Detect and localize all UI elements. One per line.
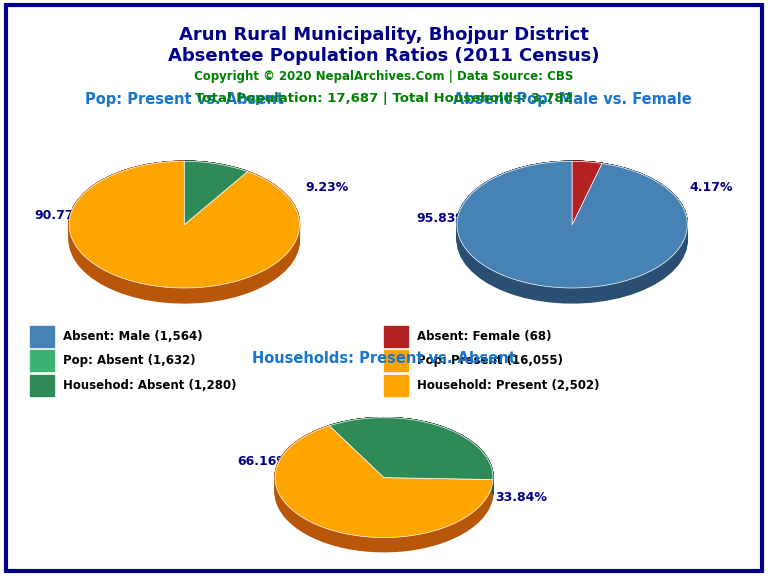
Polygon shape: [329, 418, 493, 490]
Polygon shape: [275, 426, 493, 543]
Polygon shape: [457, 161, 687, 291]
Text: 9.23%: 9.23%: [306, 181, 349, 194]
Polygon shape: [275, 426, 493, 546]
Polygon shape: [184, 161, 247, 173]
Polygon shape: [329, 418, 493, 488]
Polygon shape: [572, 161, 602, 171]
Polygon shape: [275, 426, 493, 542]
Polygon shape: [329, 418, 493, 492]
Text: Household: Present (2,502): Household: Present (2,502): [417, 379, 600, 392]
Polygon shape: [457, 161, 687, 303]
Bar: [384, 325, 408, 347]
Polygon shape: [275, 426, 493, 547]
Text: 66.16%: 66.16%: [237, 455, 289, 468]
Polygon shape: [184, 161, 247, 225]
Polygon shape: [275, 426, 493, 540]
Text: Pop: Present (16,055): Pop: Present (16,055): [417, 354, 563, 367]
Polygon shape: [329, 418, 493, 482]
Text: Househod: Absent (1,280): Househod: Absent (1,280): [63, 379, 237, 392]
Polygon shape: [457, 161, 687, 293]
Polygon shape: [329, 418, 493, 484]
Polygon shape: [184, 161, 247, 179]
Text: Pop: Absent (1,632): Pop: Absent (1,632): [63, 354, 196, 367]
Bar: [384, 375, 408, 396]
Polygon shape: [275, 426, 493, 550]
Polygon shape: [329, 418, 493, 481]
Polygon shape: [69, 161, 300, 300]
Polygon shape: [457, 161, 687, 288]
Polygon shape: [275, 426, 493, 537]
Polygon shape: [69, 161, 300, 303]
Bar: [30, 325, 54, 347]
Polygon shape: [572, 161, 602, 176]
Polygon shape: [329, 418, 493, 485]
Polygon shape: [329, 418, 493, 487]
Bar: [30, 375, 54, 396]
Bar: [384, 350, 408, 372]
Polygon shape: [457, 161, 687, 300]
Text: 95.83%: 95.83%: [416, 213, 468, 225]
Polygon shape: [184, 161, 247, 181]
Polygon shape: [69, 161, 300, 295]
Title: Absent Pop: Male vs. Female: Absent Pop: Male vs. Female: [453, 92, 691, 107]
Polygon shape: [329, 418, 493, 491]
Polygon shape: [275, 426, 493, 552]
Polygon shape: [69, 161, 300, 291]
Polygon shape: [184, 161, 247, 187]
Polygon shape: [457, 161, 687, 301]
Polygon shape: [184, 161, 247, 175]
Text: Absent: Female (68): Absent: Female (68): [417, 329, 551, 343]
Polygon shape: [457, 161, 687, 289]
Polygon shape: [184, 161, 247, 182]
Text: Copyright © 2020 NepalArchives.Com | Data Source: CBS: Copyright © 2020 NepalArchives.Com | Dat…: [194, 70, 574, 84]
Polygon shape: [572, 161, 602, 168]
Polygon shape: [69, 161, 300, 288]
Polygon shape: [69, 161, 300, 293]
Polygon shape: [457, 161, 687, 295]
Polygon shape: [457, 161, 687, 297]
Polygon shape: [69, 161, 300, 298]
Polygon shape: [69, 161, 300, 290]
Polygon shape: [69, 161, 300, 301]
Polygon shape: [275, 426, 493, 545]
Polygon shape: [184, 161, 247, 176]
Polygon shape: [69, 161, 300, 297]
Text: 90.77%: 90.77%: [35, 209, 87, 222]
Title: Households: Present vs. Absent: Households: Present vs. Absent: [252, 351, 516, 366]
Polygon shape: [572, 161, 602, 177]
Polygon shape: [572, 161, 602, 172]
Polygon shape: [275, 426, 493, 549]
Polygon shape: [329, 418, 493, 480]
Polygon shape: [329, 418, 493, 494]
Polygon shape: [572, 161, 602, 179]
Text: 4.17%: 4.17%: [690, 181, 733, 194]
Polygon shape: [572, 161, 602, 169]
Text: 33.84%: 33.84%: [495, 491, 547, 504]
Text: Arun Rural Municipality, Bhojpur District: Arun Rural Municipality, Bhojpur Distric…: [179, 26, 589, 44]
Polygon shape: [572, 161, 602, 225]
Polygon shape: [275, 426, 493, 539]
Polygon shape: [184, 161, 247, 184]
Polygon shape: [572, 161, 602, 165]
Bar: [30, 350, 54, 372]
Polygon shape: [572, 161, 602, 174]
Polygon shape: [457, 161, 687, 294]
Text: Total Population: 17,687 | Total Households: 3,782: Total Population: 17,687 | Total Househo…: [195, 92, 573, 105]
Text: Absent: Male (1,564): Absent: Male (1,564): [63, 329, 203, 343]
Title: Pop: Present vs. Absent: Pop: Present vs. Absent: [84, 92, 284, 107]
Text: Absentee Population Ratios (2011 Census): Absentee Population Ratios (2011 Census): [168, 47, 600, 65]
Polygon shape: [69, 161, 300, 294]
Polygon shape: [572, 161, 602, 166]
Polygon shape: [184, 161, 247, 177]
Polygon shape: [184, 161, 247, 185]
Polygon shape: [457, 161, 687, 298]
